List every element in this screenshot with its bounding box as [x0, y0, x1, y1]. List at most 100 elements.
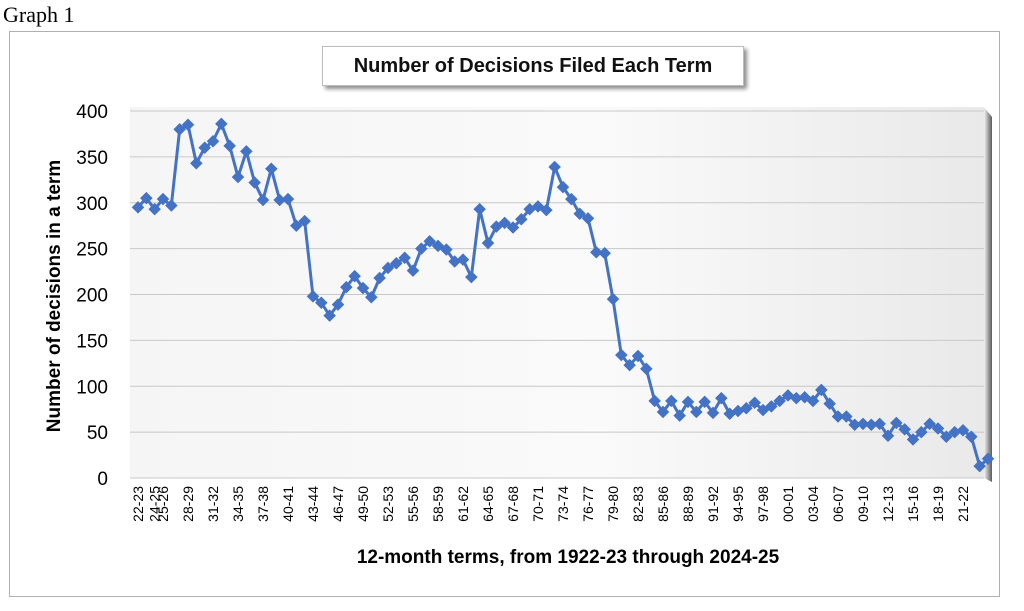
x-axis-label: 12-month terms, from 1922-23 through 202… — [357, 547, 780, 568]
x-tick-label: 00-01 — [780, 486, 796, 522]
data-point — [289, 219, 303, 233]
data-point — [814, 383, 828, 397]
data-point — [739, 401, 753, 415]
data-point — [389, 256, 403, 270]
data-point — [648, 394, 662, 408]
chart-title: Number of Decisions Filed Each Term — [322, 46, 744, 86]
data-point — [981, 452, 995, 466]
data-point — [314, 296, 328, 310]
data-point — [714, 391, 728, 405]
y-tick-label: 100 — [76, 377, 108, 398]
y-tick-label: 400 — [76, 102, 108, 123]
data-point — [889, 416, 903, 430]
data-point — [473, 202, 487, 216]
data-point — [873, 417, 887, 431]
data-point — [189, 156, 203, 170]
x-tick-label: 49-50 — [355, 486, 371, 522]
gridlines — [130, 110, 984, 479]
data-point — [964, 430, 978, 444]
data-point — [698, 395, 712, 409]
data-point — [581, 211, 595, 225]
data-point — [823, 397, 837, 411]
data-point — [806, 394, 820, 408]
data-point — [931, 422, 945, 435]
x-tick-label: 79-80 — [605, 486, 621, 522]
x-tick-label: 40-41 — [280, 486, 296, 522]
x-tick-label: 37-38 — [255, 486, 271, 522]
x-tick-label: 24-25 — [147, 486, 163, 522]
data-point — [573, 207, 587, 221]
x-tick-label: 12-13 — [880, 486, 896, 522]
x-tick-label: 82-83 — [630, 486, 646, 522]
x-tick-label: 88-89 — [680, 486, 696, 522]
data-point — [539, 203, 553, 217]
data-point — [423, 234, 437, 248]
data-point — [398, 251, 412, 265]
x-tick-label: 73-74 — [555, 486, 571, 522]
x-tick-label: 76-77 — [580, 486, 596, 522]
x-tick-label: 43-44 — [305, 486, 321, 522]
x-tick-label: 55-56 — [405, 486, 421, 522]
data-point — [323, 309, 337, 322]
data-point — [506, 221, 520, 234]
data-point — [856, 417, 870, 431]
graph-caption: Graph 1 — [3, 2, 75, 27]
data-point — [456, 253, 470, 266]
data-point — [231, 170, 245, 184]
x-tick-label: 58-59 — [430, 486, 446, 522]
x-tick-label: 25-26 — [155, 486, 171, 522]
data-point — [548, 160, 562, 174]
data-point — [639, 362, 653, 376]
data-point — [906, 433, 920, 446]
data-point — [214, 117, 228, 131]
data-point — [973, 459, 987, 473]
x-tick-label: 21-22 — [955, 486, 971, 522]
x-tick-label: 22-23 — [130, 486, 146, 522]
x-tick-label: 85-86 — [655, 486, 671, 522]
data-point — [256, 193, 270, 207]
data-point — [464, 270, 478, 284]
data-point — [331, 298, 345, 311]
data-point — [364, 290, 378, 304]
x-tick-label: 97-98 — [755, 486, 771, 522]
data-points — [131, 117, 995, 473]
x-tick-label: 09-10 — [855, 486, 871, 522]
x-tick-label: 18-19 — [930, 486, 946, 522]
x-tick-label: 91-92 — [705, 486, 721, 522]
data-point — [764, 400, 778, 413]
x-tick-label: 03-04 — [805, 486, 821, 522]
data-point — [356, 281, 370, 295]
x-axis-ticks: 22-23 25-26 28-29 31-32 34-35 37-38 40-41 43-44… — [130, 486, 971, 522]
data-point — [939, 430, 953, 444]
data-point — [281, 192, 295, 206]
data-point — [248, 176, 262, 189]
data-point — [923, 417, 937, 431]
data-point — [656, 405, 670, 419]
data-point — [673, 409, 687, 422]
x-tick-label: 34-35 — [230, 486, 246, 522]
data-point — [264, 162, 278, 176]
data-point — [348, 269, 362, 283]
x-tick-label: 52-53 — [380, 486, 396, 522]
x-tick-label: 67-68 — [505, 486, 521, 522]
data-point — [414, 242, 428, 255]
data-point — [898, 423, 912, 436]
data-point — [631, 349, 645, 363]
data-point — [956, 423, 970, 437]
data-point — [481, 236, 495, 250]
x-tick-label: 06-07 — [830, 486, 846, 522]
data-point — [173, 122, 187, 136]
y-tick-label: 200 — [76, 286, 108, 307]
data-point — [748, 396, 762, 410]
data-point — [773, 394, 787, 408]
data-point — [198, 141, 212, 155]
data-point — [706, 406, 720, 420]
data-point — [381, 261, 395, 275]
data-point — [164, 199, 178, 212]
x-tick-label: 94-95 — [730, 486, 746, 522]
data-point — [406, 264, 420, 277]
data-point — [598, 246, 612, 260]
x-tick-label: 70-71 — [530, 486, 546, 522]
data-point — [614, 348, 628, 362]
